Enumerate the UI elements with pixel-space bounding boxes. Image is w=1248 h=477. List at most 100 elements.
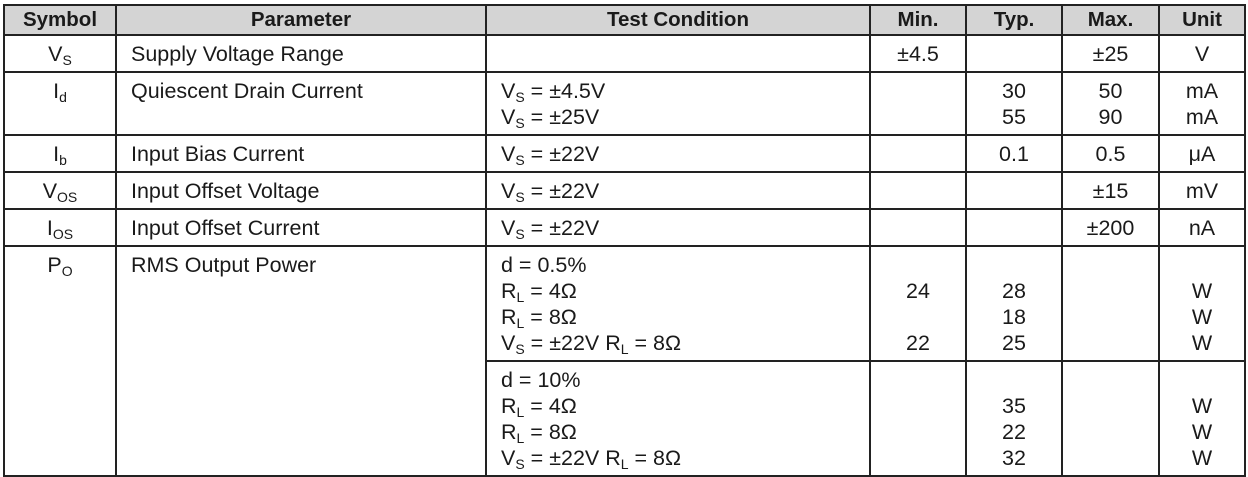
symbol-main: I (46, 216, 53, 240)
parameter-label: Quiescent Drain Current (131, 79, 363, 103)
conditions: VS = ±22V (487, 210, 869, 245)
conditions: d = 0.5% RL = 4Ω RL = 8Ω VS = ±22V RL = 8Ω (487, 247, 869, 360)
parameter: Supply Voltage Range (117, 36, 485, 71)
max-values: ±200 (1063, 210, 1158, 245)
typ-cell (965, 208, 1063, 247)
parameter: Quiescent Drain Current (117, 73, 485, 108)
min-values (871, 136, 965, 171)
unit-values: μA (1160, 136, 1244, 171)
text-span: = 8Ω (628, 446, 682, 470)
condition-line: VS = ±22V RL = 8Ω (487, 445, 869, 471)
empty-line (487, 41, 869, 67)
parameter-cell: RMS Output Power (115, 245, 487, 477)
max-value (1063, 278, 1158, 304)
condition-cell: VS = ±4.5V VS = ±25V (485, 71, 871, 136)
condition-line: RL = 4Ω (487, 278, 869, 304)
unit-value: V (1194, 42, 1210, 66)
table-row: Id Quiescent Drain Current VS = ±4.5V VS = … (3, 71, 1246, 136)
parameter-cell: Input Offset Voltage (115, 171, 487, 210)
min-cell (869, 171, 967, 210)
symbol-line: Id (5, 78, 115, 104)
typ-cell: 28 18 25 (965, 245, 1063, 362)
text-span: = ±4.5V (524, 79, 606, 103)
spec-table: Symbol Parameter Test Condition Min. Typ… (3, 4, 1246, 477)
unit-cell: V (1158, 34, 1246, 73)
max-value (1063, 367, 1158, 393)
max-cell: ±200 (1061, 208, 1160, 247)
max-values: ±25 (1063, 36, 1158, 71)
max-value: ±200 (1086, 216, 1135, 240)
symbol-main: V (42, 179, 58, 203)
header-test-condition: Test Condition (485, 4, 871, 36)
typ-values: 0.1 (967, 136, 1061, 171)
subscript: L (620, 456, 629, 472)
text-span: V (501, 79, 516, 103)
max-value (1063, 252, 1158, 278)
unit-values: mV (1160, 173, 1244, 208)
min-cell: 24 22 (869, 245, 967, 362)
subscript: L (516, 289, 525, 305)
parameter: RMS Output Power (117, 247, 485, 282)
table-row: VOS Input Offset Voltage VS = ±22V ±15 mV (3, 171, 1246, 210)
unit-value: W (1191, 279, 1213, 303)
unit-cell: nA (1158, 208, 1246, 247)
min-value (871, 393, 965, 419)
conditions: VS = ±22V (487, 136, 869, 171)
unit-value: W (1191, 446, 1213, 470)
max-values: ±15 (1063, 173, 1158, 208)
typ-value: 25 (1002, 331, 1026, 355)
typ-value: 28 (1002, 279, 1026, 303)
max-value (1063, 445, 1158, 471)
max-value (1063, 304, 1158, 330)
symbol-sub: b (59, 152, 67, 168)
symbol-cell: IOS (3, 208, 117, 247)
unit-value: mA (1185, 105, 1219, 129)
min-value (871, 141, 965, 167)
text-span: d = 0.5% (501, 253, 587, 277)
table-row: PO RMS Output Power d = 0.5% RL = 4Ω RL = 8Ω… (3, 245, 1246, 477)
parameter: Input Offset Voltage (117, 173, 485, 208)
text-span: = ±22V (524, 216, 600, 240)
condition-line: VS = ±22V RL = 8Ω (487, 330, 869, 356)
min-value (871, 215, 965, 241)
symbol-sub: O (61, 263, 73, 279)
parameter-label: Supply Voltage Range (131, 42, 344, 66)
min-values (871, 362, 965, 475)
subscript: L (516, 315, 525, 331)
parameter-label: Input Offset Voltage (131, 179, 320, 203)
condition-line: VS = ±25V (487, 104, 869, 130)
text-span: V (501, 105, 516, 129)
typ-value (967, 215, 1061, 241)
typ-cell: 30 55 (965, 71, 1063, 136)
min-values (871, 173, 965, 208)
typ-value (967, 367, 1061, 393)
unit-value (1160, 252, 1244, 278)
symbol-line: Ib (5, 141, 115, 167)
subscript: S (515, 341, 525, 357)
typ-values (967, 173, 1061, 208)
text-span: = ±22V (524, 142, 600, 166)
condition-cell: VS = ±22V (485, 171, 871, 210)
symbol: VOS (5, 173, 115, 208)
max-cell: 0.5 (1061, 134, 1160, 173)
symbol-line: VS (5, 41, 115, 67)
unit-values: mA mA (1160, 73, 1244, 134)
condition-line: d = 0.5% (487, 252, 869, 278)
symbol-line: PO (5, 252, 115, 278)
typ-values: 35 22 32 (967, 362, 1061, 475)
subscript: L (620, 341, 629, 357)
min-value: ±4.5 (897, 42, 939, 66)
text-span: V (501, 142, 516, 166)
max-value: 0.5 (1095, 142, 1126, 166)
symbol-line: IOS (5, 215, 115, 241)
conditions: d = 10% RL = 4Ω RL = 8Ω VS = ±22V RL = 8Ω (487, 362, 869, 475)
text-span: = 4Ω (524, 279, 577, 303)
max-values: 50 90 (1063, 73, 1158, 134)
parameter: Input Bias Current (117, 136, 485, 171)
text-span: V (501, 331, 516, 355)
typ-value: 0.1 (999, 142, 1029, 166)
parameter-cell: Input Bias Current (115, 134, 487, 173)
min-values (871, 210, 965, 245)
min-value (871, 252, 965, 278)
